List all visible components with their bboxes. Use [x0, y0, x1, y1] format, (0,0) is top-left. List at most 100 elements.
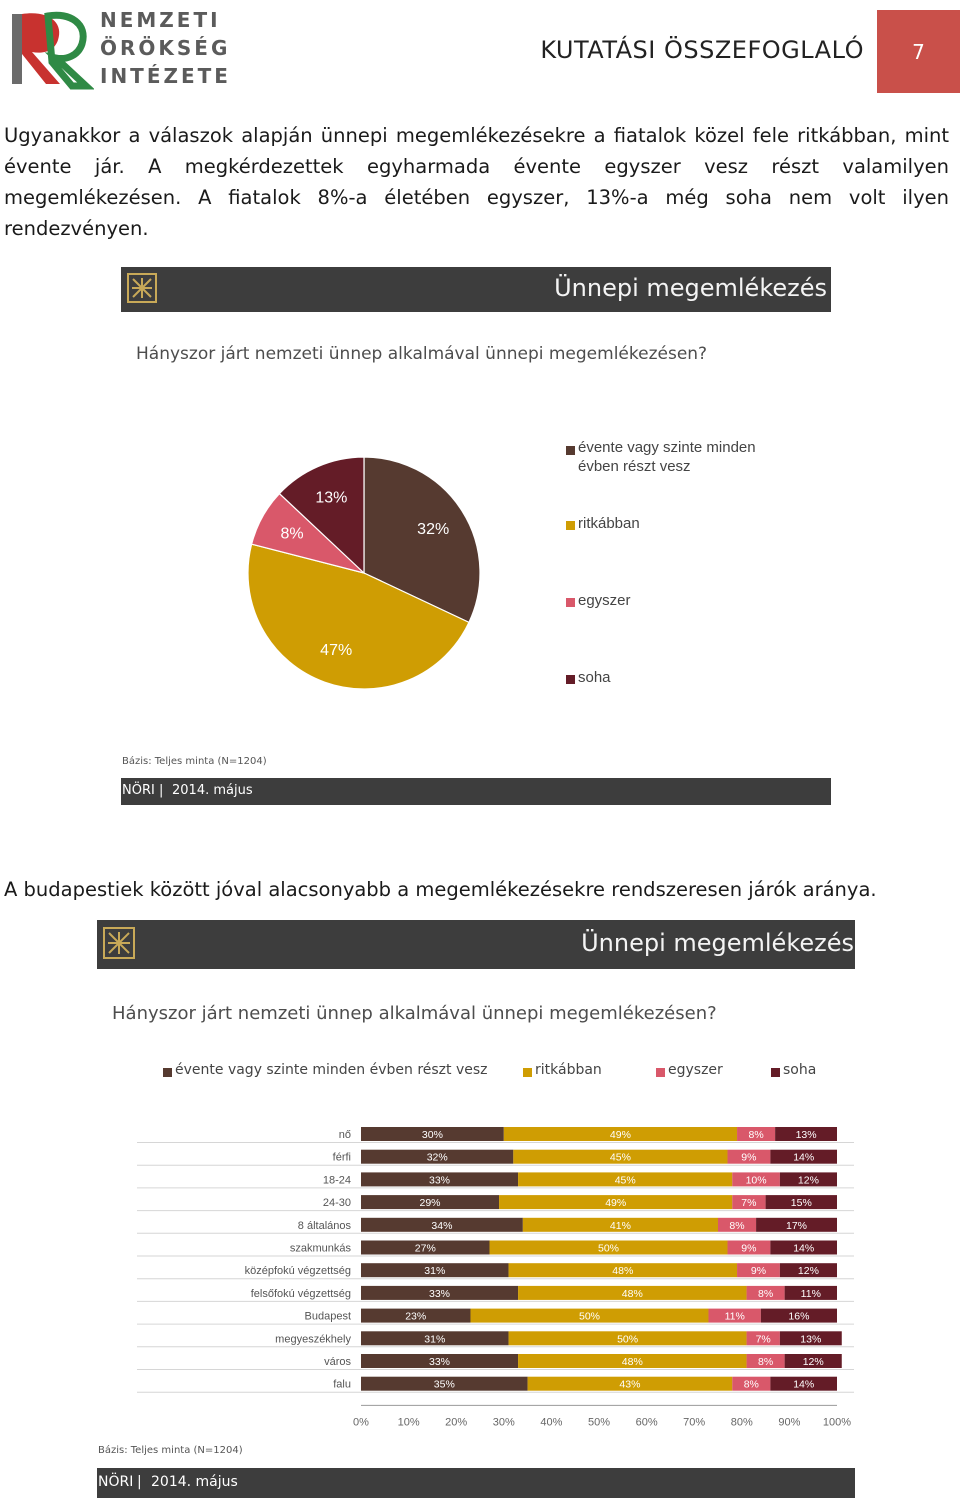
- category-label: falu: [333, 1379, 351, 1391]
- bar-value-label: 7%: [741, 1197, 756, 1209]
- bar-segment-never: [779, 1263, 837, 1278]
- chart1-banner-title: Ünnepi megemlékezés: [554, 274, 827, 302]
- bar-segment-annual: [361, 1331, 509, 1346]
- bar-segment-never: [770, 1240, 837, 1255]
- bar-value-label: 30%: [422, 1129, 443, 1141]
- chart1-footer-date: 2014. május: [172, 783, 253, 798]
- legend-once: egyszer: [578, 592, 631, 609]
- category-label: férfi: [333, 1152, 351, 1164]
- category-label: középfokú végzettség: [245, 1265, 351, 1277]
- bar-value-label: 14%: [793, 1243, 814, 1255]
- bar-segment-annual: [361, 1127, 504, 1141]
- x-tick-label: 70%: [683, 1416, 705, 1428]
- legend-rarer: ritkábban: [578, 515, 640, 532]
- bar-segment-annual: [361, 1263, 509, 1278]
- x-tick-label: 40%: [540, 1416, 562, 1428]
- bar-segment-once: [727, 1240, 771, 1255]
- bar-value-label: 41%: [610, 1220, 631, 1232]
- chart1-banner: Ünnepi megemlékezés: [121, 267, 831, 312]
- logo-emblem-icon: [12, 11, 95, 90]
- legend2-swatch-annual: [163, 1068, 172, 1077]
- bar-value-label: 31%: [424, 1265, 445, 1277]
- category-label: Budapest: [305, 1311, 351, 1323]
- chart2-basis: Bázis: Teljes minta (N=1204): [98, 1445, 243, 1456]
- legend2-rarer: ritkábban: [535, 1062, 602, 1078]
- bar-segment-rarer: [508, 1263, 738, 1278]
- category-label: 8 általános: [298, 1220, 352, 1232]
- bar-value-label: 45%: [610, 1152, 631, 1164]
- bar-value-label: 11%: [725, 1311, 745, 1323]
- bar-value-label: 8%: [744, 1379, 759, 1391]
- pie-legend: évente vagy szinte minden évben részt ve…: [555, 438, 825, 698]
- pie-slice-annual: [363, 456, 481, 624]
- category-label: 18-24: [323, 1174, 351, 1186]
- bar-value-label: 27%: [415, 1243, 436, 1255]
- bar-segment-once: [746, 1285, 785, 1300]
- ornament-icon: [127, 273, 157, 303]
- bar-value-label: 17%: [786, 1220, 807, 1232]
- category-label: felsőfokú végzettség: [251, 1288, 351, 1300]
- bar-value-label: 33%: [429, 1288, 450, 1300]
- legend-swatch-rarer: [566, 521, 575, 530]
- bar-value-label: 10%: [746, 1174, 767, 1186]
- legend-annual-line2: évben részt vesz: [578, 458, 691, 475]
- bar-value-label: 9%: [751, 1265, 766, 1277]
- bar-segment-never: [779, 1172, 837, 1187]
- category-label: nő: [339, 1129, 351, 1141]
- bar-segment-never: [770, 1376, 837, 1391]
- bar-segment-rarer: [503, 1127, 738, 1141]
- x-tick-label: 30%: [493, 1416, 515, 1428]
- stacked-bar-chart: nő 30% 49% 8% 13% férfi 32% 45% 9% 14% 18-24 33% 45%…: [137, 1127, 854, 1428]
- bar-value-label: 11%: [801, 1288, 821, 1300]
- pie-chart: 32% 47% 8% 13%: [247, 456, 481, 690]
- legend-swatch-once: [566, 598, 575, 607]
- chart2-footer-date: 2014. május: [151, 1474, 238, 1490]
- bar-value-label: 50%: [579, 1311, 600, 1323]
- bar-segment-never: [784, 1354, 842, 1368]
- chart1-footer-org: NÖRI: [122, 783, 155, 798]
- intro-paragraph: Ugyanakkor a válaszok alapján ünnepi meg…: [4, 124, 949, 240]
- pie-label-annual: 32%: [417, 521, 449, 538]
- bar-segment-never: [770, 1149, 837, 1164]
- bar-segment-never: [779, 1331, 842, 1346]
- bar-segment-once: [746, 1331, 780, 1346]
- bar-value-label: 13%: [800, 1333, 821, 1345]
- legend-swatch-never: [566, 675, 575, 684]
- bar-segment-annual: [361, 1195, 500, 1210]
- ornament-icon: [103, 927, 135, 959]
- bar-value-label: 23%: [405, 1311, 426, 1323]
- page-number: 7: [912, 39, 925, 64]
- category-label: megyeszékhely: [275, 1333, 351, 1345]
- bar-value-label: 31%: [424, 1333, 445, 1345]
- bar-value-label: 34%: [431, 1220, 452, 1232]
- category-label: város: [324, 1356, 351, 1368]
- pie-slice-never: [278, 456, 365, 575]
- pie-slice-rarer: [247, 543, 470, 690]
- bar-segment-once: [732, 1172, 780, 1187]
- bar-value-label: 32%: [427, 1152, 448, 1164]
- bar-value-label: 12%: [798, 1174, 819, 1186]
- legend-swatch-annual: [566, 446, 575, 455]
- bar-segment-rarer: [518, 1354, 747, 1368]
- bar-segment-once: [727, 1149, 771, 1164]
- chart2-banner-title: Ünnepi megemlékezés: [581, 929, 854, 957]
- bar-value-label: 45%: [615, 1174, 636, 1186]
- bar-segment-once: [732, 1195, 766, 1210]
- bar-value-label: 49%: [605, 1197, 626, 1209]
- bar-value-label: 15%: [791, 1197, 812, 1209]
- bar-value-label: 50%: [598, 1243, 619, 1255]
- bar-segment-once: [737, 1263, 780, 1278]
- bar-value-label: 48%: [622, 1356, 643, 1368]
- bar-value-label: 9%: [741, 1243, 756, 1255]
- document-title: KUTATÁSI ÖSSZEFOGLALÓ: [540, 36, 864, 64]
- chart2-footer-org: NÖRI: [98, 1474, 134, 1490]
- pie-label-rarer: 47%: [320, 642, 352, 659]
- x-tick-label: 0%: [353, 1416, 369, 1428]
- chart2-footer-separator: |: [137, 1474, 142, 1490]
- bar-value-label: 29%: [419, 1197, 440, 1209]
- bar-value-label: 35%: [434, 1379, 455, 1391]
- bar-value-label: 12%: [798, 1265, 819, 1277]
- logo-word-3: INTÉZETE: [100, 64, 231, 88]
- x-tick-label: 60%: [636, 1416, 658, 1428]
- budapest-paragraph: A budapestiek között jóval alacsonyabb a…: [4, 878, 877, 901]
